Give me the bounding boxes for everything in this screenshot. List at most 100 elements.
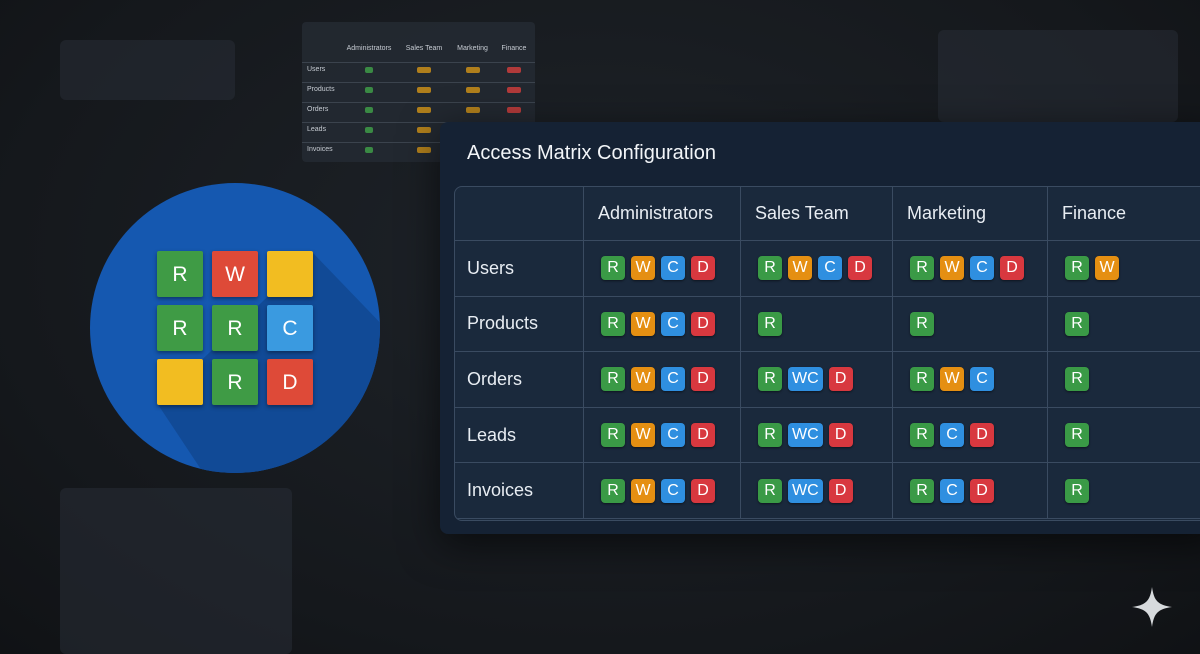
permission-badge: R	[601, 423, 625, 448]
bg-column-header: Marketing	[457, 45, 488, 52]
bg-row-divider	[302, 62, 535, 63]
permission-badge: D	[828, 423, 853, 448]
permission-badge: R	[601, 367, 625, 392]
icon-tile	[267, 305, 313, 351]
permission-badge: D	[691, 367, 715, 392]
permission-badge: R	[910, 256, 934, 281]
bg-pill	[417, 147, 431, 153]
column-header: Marketing	[893, 187, 1048, 241]
column-header: Administrators	[584, 187, 741, 241]
permission-cell: R	[893, 296, 1048, 353]
bg-pill	[507, 107, 521, 113]
permission-badge: R	[1065, 311, 1089, 336]
permission-badge: R	[601, 256, 625, 281]
icon-tile-letter: R	[227, 371, 242, 394]
ghost-chart	[938, 30, 1178, 122]
ghost-panel	[60, 40, 235, 100]
bg-pill	[507, 67, 521, 73]
sparkle	[1132, 587, 1172, 627]
permission-badge: R	[601, 478, 625, 503]
icon-tile-letter: D	[282, 371, 297, 394]
permission-badge: D	[691, 311, 715, 336]
permission-cell: R	[741, 296, 893, 353]
permission-badge: R	[1065, 478, 1089, 503]
icon-tile-letter: W	[225, 263, 245, 286]
app-icon: R W R R C R D	[90, 183, 380, 473]
icon-tile	[212, 251, 258, 297]
permission-badge: R	[910, 478, 934, 503]
permission-badge: C	[970, 256, 994, 281]
icon-tile	[157, 359, 203, 405]
bg-row-divider	[302, 102, 535, 103]
permission-badge: D	[828, 367, 853, 392]
permission-badge: W	[940, 256, 964, 281]
icon-tile	[267, 251, 313, 297]
bg-row-label: Invoices	[307, 146, 333, 153]
permission-badge: W	[631, 478, 655, 503]
permission-badge: R	[601, 311, 625, 336]
bg-pill	[365, 67, 373, 73]
row-label: Users	[455, 241, 584, 297]
access-matrix: Administrators Sales Team Marketing Finance…	[454, 186, 1200, 521]
permission-badge: R	[758, 367, 782, 392]
permission-cell: R	[1048, 408, 1200, 464]
bg-column-header: Administrators	[346, 45, 392, 52]
permission-badge: R	[910, 423, 934, 448]
row-label: Leads	[455, 407, 584, 464]
icon-tile-letter: R	[227, 317, 242, 340]
permission-badge: C	[818, 256, 842, 281]
icon-tile-letter: R	[172, 317, 187, 340]
bg-pill	[365, 87, 373, 93]
permission-badge: W	[788, 256, 812, 281]
row-label: Orders	[455, 352, 584, 408]
bg-row-divider	[302, 142, 535, 143]
permission-badge: D	[691, 478, 715, 503]
column-header: Sales Team	[741, 187, 893, 241]
row-label: Products	[455, 296, 584, 353]
permission-badge: W	[1095, 256, 1119, 281]
permission-cell: R	[1048, 463, 1200, 519]
permission-badge: D	[691, 423, 715, 448]
column-header: Finance	[1048, 187, 1200, 241]
bg-pill	[417, 87, 431, 93]
bg-row-label: Orders	[307, 106, 329, 113]
permission-badge: R	[758, 423, 782, 448]
permission-badge: R	[1065, 423, 1089, 448]
permission-badge: D	[970, 478, 994, 503]
icon-tile	[157, 251, 203, 297]
row-label: Invoices	[455, 463, 584, 519]
bg-pill	[365, 147, 373, 153]
header-corner	[455, 187, 584, 241]
bg-column-header: Finance	[501, 45, 527, 52]
bg-pill	[417, 107, 431, 113]
permission-badge: C	[661, 311, 685, 336]
icon-tile	[267, 359, 313, 405]
permission-badge: D	[1000, 256, 1024, 281]
permission-badge: W	[631, 256, 655, 281]
permission-badge: R	[758, 311, 782, 336]
bg-pill	[365, 127, 373, 133]
permission-badge: WC	[788, 423, 823, 448]
permission-badge: R	[1065, 367, 1089, 392]
permission-badge: C	[970, 367, 994, 392]
bg-row-divider	[302, 122, 535, 123]
bg-row-label: Users	[307, 66, 326, 73]
bg-column-header: Sales Team	[405, 45, 443, 52]
permission-badge: D	[828, 478, 853, 503]
permission-badge: R	[758, 478, 782, 503]
permission-badge: R	[910, 367, 934, 392]
bg-pill	[365, 107, 373, 113]
permission-badge: WC	[788, 478, 823, 503]
